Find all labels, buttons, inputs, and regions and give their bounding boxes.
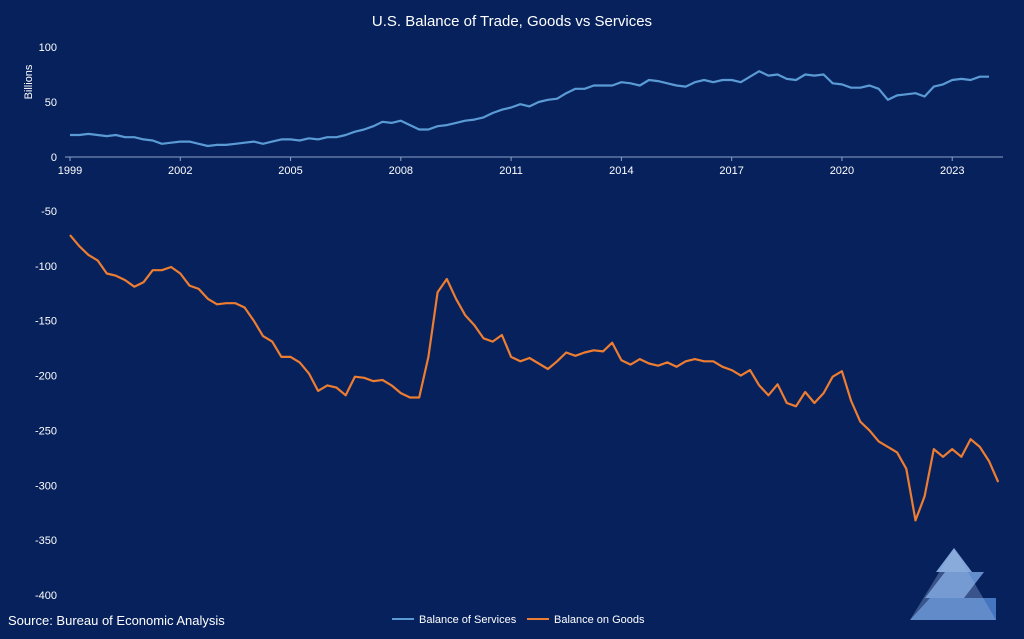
x-tick-label: 2014 xyxy=(609,165,633,177)
source-note: Source: Bureau of Economic Analysis xyxy=(8,613,225,628)
bottom-y-tick-label: -350 xyxy=(35,535,57,547)
bottom-y-tick-label: -50 xyxy=(41,206,57,218)
x-tick-label: 2020 xyxy=(830,165,854,177)
goods-series-line xyxy=(69,234,1000,522)
top-y-tick-label: 100 xyxy=(39,42,57,54)
bottom-y-tick-label: -150 xyxy=(35,316,57,328)
x-tick-label: 2002 xyxy=(168,165,192,177)
bottom-y-tick-label: -100 xyxy=(35,261,57,273)
logo-triangle-top xyxy=(936,548,972,572)
top-y-ticks: 0 50 100 xyxy=(39,42,57,164)
bottom-y-tick-label: -300 xyxy=(35,480,57,492)
y-axis-label: Billions xyxy=(23,64,35,99)
legend: Balance of Services Balance on Goods xyxy=(392,614,645,626)
x-tick-label: 2017 xyxy=(719,165,743,177)
logo-triangle-overlay xyxy=(910,548,996,620)
bottom-y-tick-label: -200 xyxy=(35,371,57,383)
x-tick-label: 1999 xyxy=(58,165,82,177)
goods-panel: -50 -100 -150 -200 -250 -300 -350 -400 xyxy=(35,206,1000,602)
x-tick-label: 2023 xyxy=(940,165,964,177)
x-tick-label: 2008 xyxy=(389,165,413,177)
top-y-tick-label: 0 xyxy=(51,152,57,164)
services-panel: Billions 0 50 100 1999 2002 2005 2008 2011 2014… xyxy=(23,42,1003,177)
top-x-ticks: 1999 2002 2005 2008 2011 2014 2017 2020 2023 xyxy=(58,157,964,177)
logo-mark xyxy=(910,548,996,620)
legend-label-goods: Balance on Goods xyxy=(554,614,645,626)
x-tick-label: 2005 xyxy=(278,165,302,177)
bottom-y-tick-label: -250 xyxy=(35,425,57,437)
x-tick-label: 2011 xyxy=(499,165,523,177)
legend-label-services: Balance of Services xyxy=(419,614,517,626)
logo-triangle-bottom xyxy=(910,598,996,620)
bottom-y-ticks: -50 -100 -150 -200 -250 -300 -350 -400 xyxy=(35,206,57,602)
bottom-y-tick-label: -400 xyxy=(35,590,57,602)
services-series-line xyxy=(70,70,989,148)
chart-title: U.S. Balance of Trade, Goods vs Services xyxy=(372,13,652,30)
top-y-tick-label: 50 xyxy=(45,97,57,109)
logo-triangle-middle xyxy=(925,572,984,598)
